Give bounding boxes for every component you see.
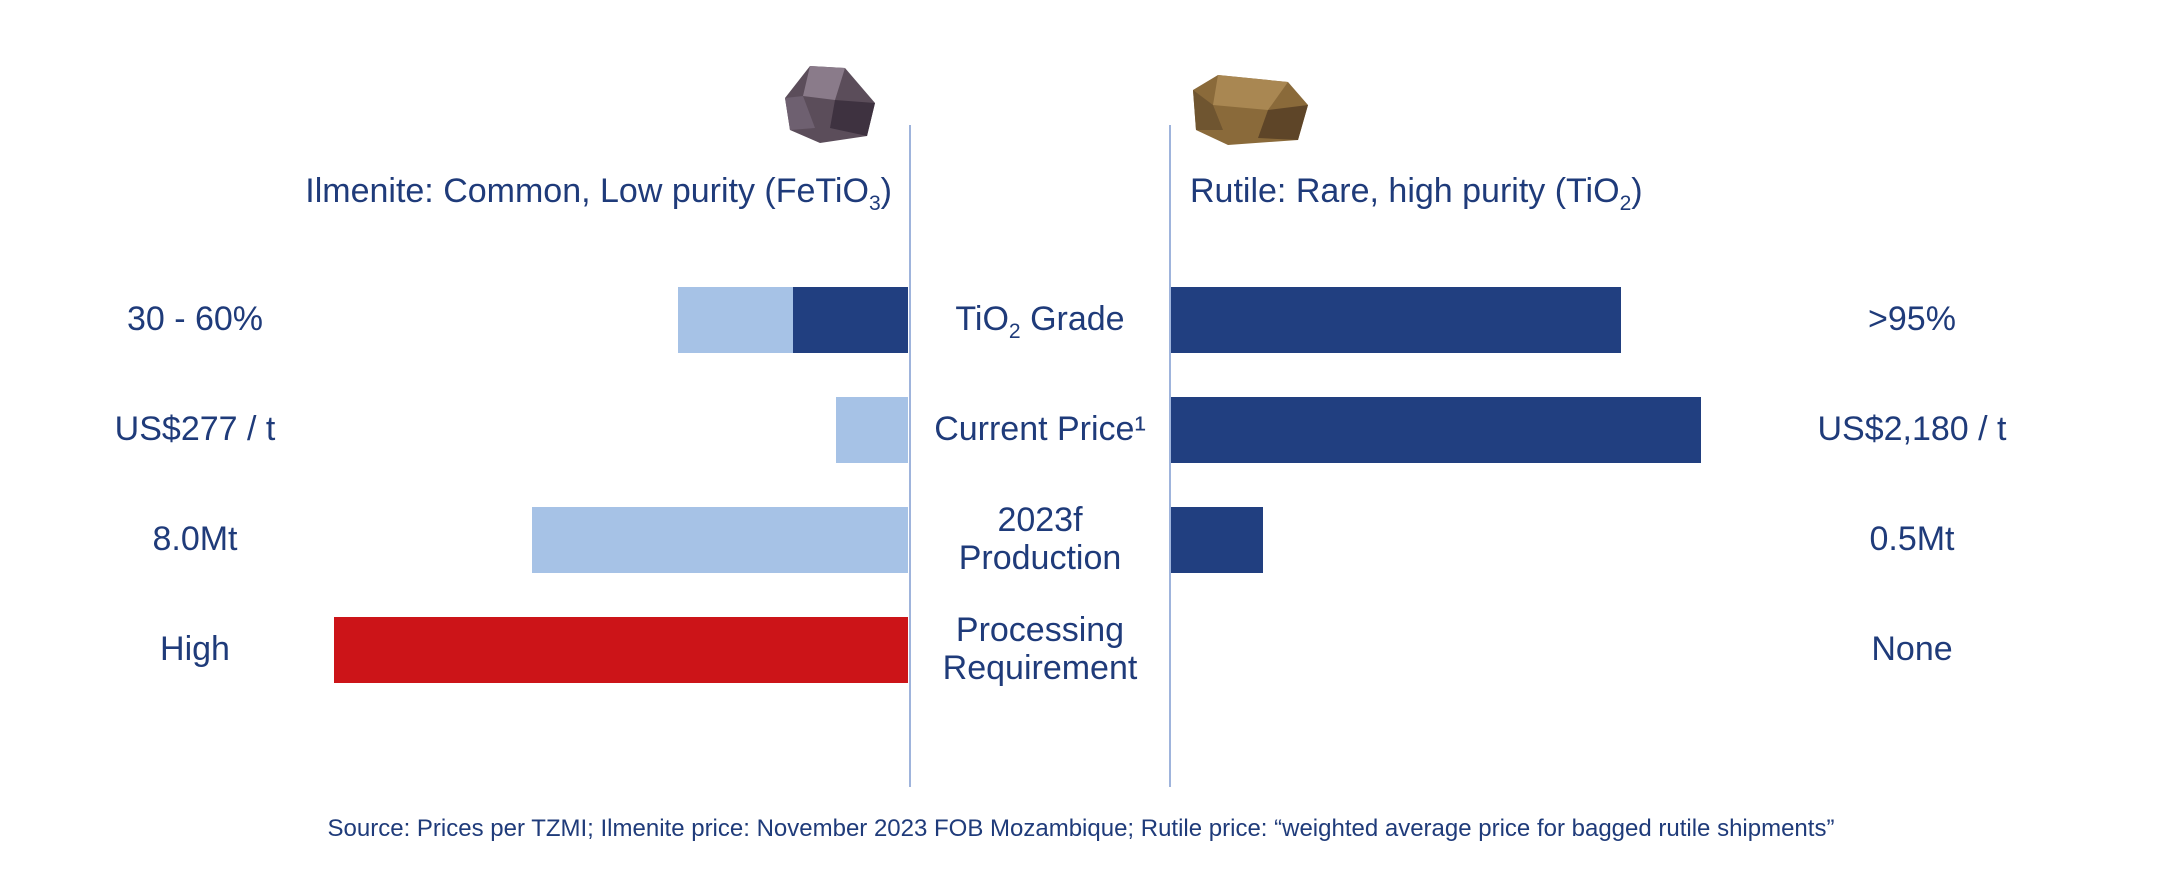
rutile-title: Rutile: Rare, high purity (TiO2) — [1190, 172, 1643, 216]
right-divider — [1169, 125, 1171, 787]
left-bar-segment — [532, 507, 908, 573]
category-label: 2023f Production — [958, 501, 1122, 577]
rutile-title-prefix: Rutile: Rare, high purity (TiO — [1190, 172, 1620, 210]
ilmenite-title-sub: 3 — [868, 191, 881, 215]
left-bar-segment — [793, 287, 908, 353]
rutile-value-label: 0.5Mt — [1869, 520, 1955, 558]
ilmenite-title-prefix: Ilmenite: Common, Low purity (FeTiO — [305, 172, 869, 210]
ilmenite-mineral-image — [785, 66, 875, 143]
left-bar-segment — [836, 397, 908, 463]
left-divider — [909, 125, 911, 787]
left-bar-segment — [334, 617, 908, 683]
ilmenite-title-suffix: ) — [880, 172, 892, 210]
ilmenite-title: Ilmenite: Common, Low purity (FeTiO3) — [305, 172, 892, 216]
rutile-title-sub: 2 — [1619, 191, 1632, 215]
right-bar-segment — [1171, 397, 1702, 463]
ilmenite-value-label: 30 - 60% — [126, 300, 264, 338]
ilmenite-value-label: 8.0Mt — [152, 520, 238, 558]
rutile-value-label: US$2,180 / t — [1817, 410, 2007, 448]
right-bar-segment — [1171, 287, 1621, 353]
rutile-value-label: None — [1871, 630, 1953, 668]
ilmenite-value-label: High — [160, 630, 230, 668]
right-bar-segment — [1171, 507, 1263, 573]
ilmenite-value-label: US$277 / t — [114, 410, 276, 448]
rutile-value-label: >95% — [1868, 300, 1956, 338]
category-label: Processing Requirement — [942, 611, 1138, 687]
source-note: Source: Prices per TZMI; Ilmenite price:… — [327, 815, 1835, 842]
category-label: Current Price¹ — [934, 410, 1146, 448]
rutile-mineral-image — [1193, 75, 1308, 145]
left-bar-segment — [678, 287, 794, 353]
category-label: TiO2 Grade — [955, 300, 1125, 343]
rutile-title-suffix: ) — [1631, 172, 1643, 210]
